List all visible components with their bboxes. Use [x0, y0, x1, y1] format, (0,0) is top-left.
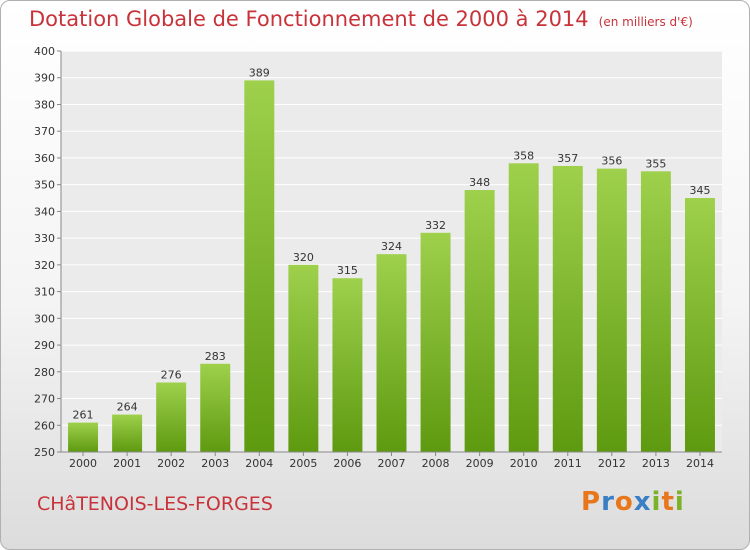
y-tick-label: 370: [34, 125, 55, 138]
data-label-2009: 348: [469, 176, 490, 189]
x-tick-label-2002: 2002: [157, 457, 185, 470]
axes: 250 260 270 280 290 300 310 320 330 340 350 360 370 3…: [34, 45, 722, 470]
x-tick-label-2001: 2001: [113, 457, 141, 470]
bar-2013: [640, 171, 671, 453]
data-label-2003: 283: [205, 350, 226, 363]
bar-2004: [244, 80, 275, 452]
y-tick-label: 360: [34, 152, 55, 165]
chart-title-text: Dotation Globale de Fonctionnement de 20…: [29, 7, 589, 31]
logo-letter: i: [651, 487, 662, 517]
logo-letter: o: [614, 487, 634, 517]
y-tick-label: 340: [34, 205, 55, 218]
data-label-2013: 355: [645, 157, 666, 170]
x-tick-label-2008: 2008: [422, 457, 450, 470]
bar-2002: [156, 382, 187, 452]
chart-title: Dotation Globale de Fonctionnement de 20…: [29, 7, 693, 31]
bar-2003: [200, 363, 231, 452]
bar-2000: [68, 422, 99, 452]
bar-2014: [684, 198, 715, 452]
x-tick-label-2003: 2003: [201, 457, 229, 470]
y-tick-label: 400: [34, 45, 55, 58]
y-tick-label: 300: [34, 312, 55, 325]
x-tick-label-2007: 2007: [378, 457, 406, 470]
x-tick-label-2014: 2014: [686, 457, 714, 470]
data-label-2005: 320: [293, 251, 314, 264]
bar-2007: [376, 254, 407, 452]
data-label-2001: 264: [117, 401, 138, 414]
y-tick-label: 260: [34, 419, 55, 432]
bar-2001: [112, 414, 143, 452]
x-tick-label-2005: 2005: [289, 457, 317, 470]
bar-2010: [508, 163, 539, 452]
y-tick-label: 290: [34, 339, 55, 352]
data-label-2014: 345: [689, 184, 710, 197]
bar-2011: [552, 165, 583, 452]
bars: 261 264 276 283 389 320 315 324 332 348 358 357 356 3…: [68, 66, 715, 453]
x-tick-label-2010: 2010: [510, 457, 538, 470]
y-tick-label: 310: [34, 286, 55, 299]
x-tick-label-2011: 2011: [554, 457, 582, 470]
commune-name: CHâTENOIS-LES-FORGES: [37, 493, 273, 515]
y-tick-label: 320: [34, 259, 55, 272]
data-label-2008: 332: [425, 219, 446, 232]
y-tick-label: 250: [34, 446, 55, 459]
logo-letter: t: [661, 487, 675, 517]
data-label-2012: 356: [601, 155, 622, 168]
data-label-2010: 358: [513, 149, 534, 162]
x-tick-label-2006: 2006: [333, 457, 361, 470]
x-tick-label-2004: 2004: [245, 457, 273, 470]
chart-subtitle: (en milliers d'€): [598, 15, 693, 29]
x-tick-label-2012: 2012: [598, 457, 626, 470]
y-tick-label: 280: [34, 366, 55, 379]
x-tick-label-2000: 2000: [69, 457, 97, 470]
data-label-2007: 324: [381, 240, 402, 253]
y-tick-label: 380: [34, 98, 55, 111]
data-label-2004: 389: [249, 66, 270, 79]
data-label-2011: 357: [557, 152, 578, 165]
bar-2012: [596, 168, 627, 453]
y-tick-label: 390: [34, 72, 55, 85]
y-tick-label: 270: [34, 393, 55, 406]
logo-letter: r: [601, 487, 615, 517]
data-label-2000: 261: [73, 409, 94, 422]
bar-2005: [288, 264, 319, 452]
data-label-2006: 315: [337, 264, 358, 277]
bar-2006: [332, 278, 363, 452]
bar-2009: [464, 190, 495, 452]
y-tick-label: 330: [34, 232, 55, 245]
data-label-2002: 276: [161, 368, 182, 381]
proxiti-logo: Proxiti: [581, 487, 685, 517]
bar-2008: [420, 232, 451, 452]
y-tick-label: 350: [34, 179, 55, 192]
x-tick-label-2013: 2013: [642, 457, 670, 470]
logo-letter: P: [581, 487, 602, 517]
logo-letter: i: [674, 487, 685, 517]
logo-letter: x: [633, 487, 652, 517]
x-tick-label-2009: 2009: [466, 457, 494, 470]
